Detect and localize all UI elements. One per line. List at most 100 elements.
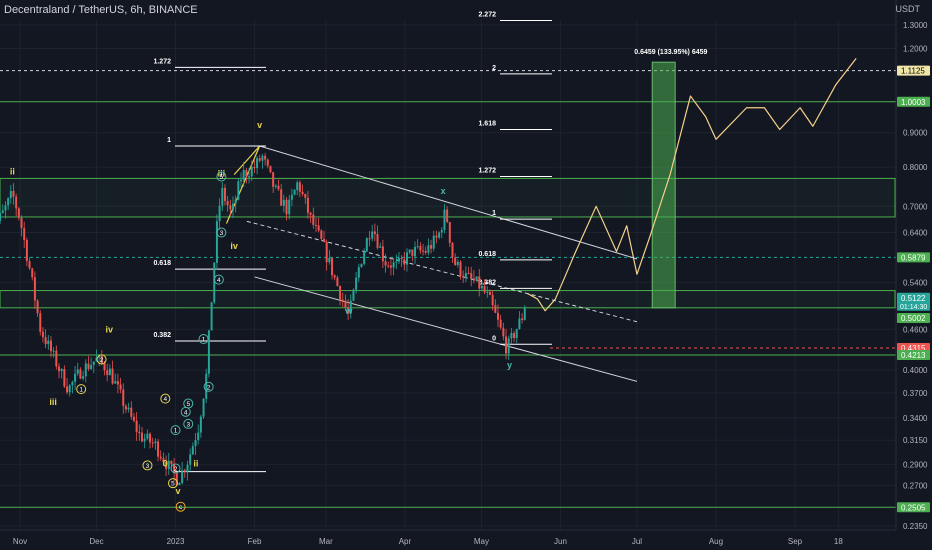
wave-circle-text: 1 (79, 387, 83, 394)
price-badge: 0.4213 (897, 350, 930, 361)
price-badge-bg (897, 292, 930, 311)
x-axis-tick-label: Aug (709, 537, 723, 546)
x-axis-tick-label: May (474, 537, 489, 546)
candle-body (392, 262, 395, 268)
candle-body (31, 268, 34, 278)
candle-body (234, 199, 237, 204)
trend-line (254, 276, 638, 382)
wave-circle-text: 3 (186, 421, 190, 428)
x-axis-tick-label: 2023 (167, 537, 185, 546)
candle-body (349, 300, 352, 314)
candle-body (124, 405, 127, 410)
candle-body (451, 242, 454, 258)
candle-body (84, 363, 87, 377)
candle-body (1, 210, 4, 214)
candle-body (189, 454, 192, 465)
wave-circle-label: 2 (96, 354, 107, 365)
candle-body (304, 193, 307, 198)
candle-body (108, 368, 111, 376)
fib-level-label: 0.382 (153, 332, 171, 339)
grid (0, 20, 896, 530)
y-axis-tick-label: 0.4600 (903, 325, 928, 334)
candle-body (213, 262, 216, 303)
candle-body (269, 165, 272, 173)
wave-circle-text: 5 (220, 174, 224, 181)
candle-body (381, 246, 384, 262)
y-axis-tick-label: 0.8000 (903, 163, 928, 172)
candle-body (264, 155, 267, 160)
wave-circle-text: 2 (207, 384, 211, 391)
candle-body (173, 464, 176, 474)
price-badge: 1.0003 (897, 96, 930, 107)
candle-body (448, 222, 451, 243)
candle-body (443, 209, 446, 230)
fib-level-label: 2 (492, 65, 496, 72)
candle-body (165, 462, 168, 469)
candle-body (0, 213, 2, 221)
candle-body (23, 228, 26, 240)
candle-body (194, 439, 197, 447)
price-badge-label: 0.4315 (901, 344, 926, 353)
wave-circle-label: 5 (216, 171, 227, 182)
wave-circle-text: 1 (174, 428, 178, 435)
candle-body (132, 416, 135, 421)
price-badge-label: 1.1125 (901, 67, 925, 76)
price-badge-label: 0.5879 (901, 253, 926, 262)
y-axis-tick-label: 1.2000 (903, 44, 928, 53)
candle-body (47, 340, 50, 345)
candle-body (411, 249, 414, 257)
candle-body (71, 381, 74, 386)
y-axis-panel (896, 0, 932, 550)
wave-label: 0 (163, 458, 168, 468)
candle-body (515, 329, 518, 339)
candle-body (435, 235, 438, 238)
candle-body (237, 181, 240, 200)
candle-body (475, 276, 478, 281)
wave-circle-text: 5 (171, 481, 175, 488)
candle-body (256, 158, 259, 169)
candle-body (95, 357, 98, 362)
candle-body (116, 381, 119, 385)
x-axis-tick-label: Apr (399, 537, 412, 546)
wave-circle (216, 171, 227, 182)
projection-path (527, 58, 857, 312)
candle-body (320, 230, 323, 240)
wave-circle (142, 460, 153, 471)
candle-body (414, 246, 417, 257)
candle-body (373, 231, 376, 235)
candle-body (60, 368, 63, 372)
candle-body (282, 199, 285, 206)
wave-circle-label: 1 (170, 425, 181, 436)
candle-body (231, 203, 234, 210)
wave-circle (183, 398, 194, 409)
x-axis-tick-label: Jul (632, 537, 642, 546)
candle-body (39, 313, 42, 332)
wave-circle-label: 4 (213, 274, 224, 285)
target-box-label: 0.6459 (133.95%) 6459 (634, 49, 707, 56)
candle-body (146, 433, 149, 439)
x-axis-tick-label: Sep (788, 537, 803, 546)
fib-level-label: 1.272 (153, 58, 171, 65)
candle-body (25, 239, 28, 262)
wave-circle (96, 354, 107, 365)
candle-body (82, 376, 85, 379)
candle-body (446, 209, 449, 223)
candle-body (483, 285, 486, 293)
candles (0, 152, 526, 486)
wave-label: ii (193, 458, 198, 468)
candle-body (205, 373, 208, 399)
price-badge-label: 0.5002 (901, 314, 926, 323)
y-axis-tick-label: 0.2900 (903, 460, 928, 469)
x-axis-tick-label: Mar (319, 537, 333, 546)
wave-circle-text: 5 (186, 401, 190, 408)
candle-body (223, 187, 226, 201)
candle-body (151, 442, 154, 444)
wave-circle-text: 4 (164, 396, 168, 403)
candle-body (432, 235, 435, 249)
candle-body (253, 166, 256, 169)
candle-body (74, 373, 77, 382)
candle-body (98, 355, 101, 358)
candle-body (68, 385, 71, 393)
